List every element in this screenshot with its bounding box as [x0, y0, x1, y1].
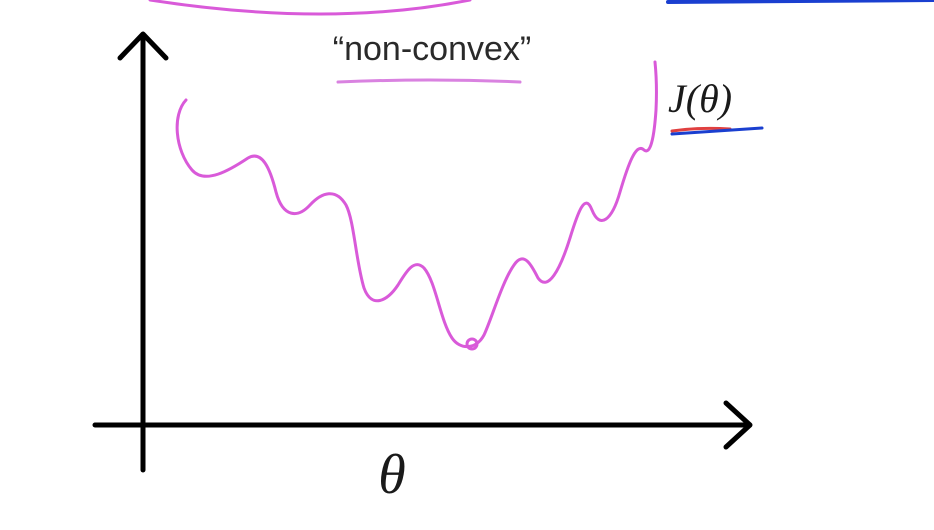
- top-right-stroke-fragment: [666, 0, 934, 4]
- curve-label: J(θ): [668, 76, 732, 121]
- diagram-title: “non-convex”: [333, 30, 531, 68]
- arrow-right-icon: [723, 400, 753, 450]
- y-axis: [117, 31, 169, 473]
- curve-label-underline-red: [670, 126, 732, 133]
- arrow-up-icon: [117, 31, 169, 61]
- top-curve-fragment: [148, 0, 472, 16]
- x-axis-label: θ: [378, 444, 406, 506]
- minimum-marker: [465, 337, 479, 351]
- title-underline: [336, 78, 522, 84]
- x-axis: [92, 400, 753, 450]
- cost-curve: [175, 60, 658, 349]
- curve-label-underline-blue: [670, 126, 764, 136]
